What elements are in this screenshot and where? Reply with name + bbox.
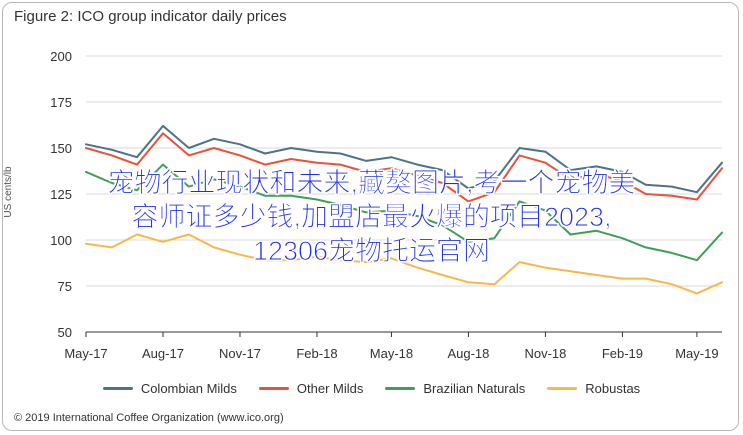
x-tick-label: Aug-18	[447, 346, 489, 361]
gridlines	[86, 55, 722, 333]
legend: Colombian Milds Other Milds Brazilian Na…	[0, 378, 743, 398]
legend-swatch-other-milds	[258, 386, 289, 390]
x-tick-label: Nov-18	[524, 346, 566, 361]
y-tick-label: 150	[50, 141, 72, 156]
legend-item-colombian-milds: Colombian Milds	[102, 380, 237, 396]
legend-item-brazilian-naturals: Brazilian Naturals	[385, 381, 525, 396]
legend-label: Colombian Milds	[140, 380, 237, 396]
x-tick-label: Aug-17	[142, 346, 184, 361]
series-line-colombian-milds	[85, 124, 723, 194]
line-chart: 50 75 100 125 150 175 200 May-17 Aug-17 Nov-17 Fe…	[50, 49, 723, 361]
legend-swatch-robustas	[547, 386, 578, 390]
legend-label: Brazilian Naturals	[423, 380, 526, 396]
overlay-line-1[interactable]: 宠物行业现状和未来,藏獒图片,考一个宠物美	[107, 168, 636, 199]
x-tick-labels: May-17 Aug-17 Nov-17 Feb-18 May-18 Aug-18 Nov-…	[64, 332, 719, 361]
overlay-line-2[interactable]: 容师证多少钱,加盟店最火爆的项目2023,	[131, 202, 612, 233]
legend-label: Other Milds	[296, 380, 364, 396]
legend-swatch-colombian-milds	[102, 386, 133, 390]
series-line-other-milds	[85, 132, 723, 203]
x-tick-label: May-19	[675, 346, 718, 361]
x-tick-label: Nov-17	[219, 346, 261, 361]
legend-swatch-brazilian-naturals	[385, 386, 416, 390]
legend-item-other-milds: Other Milds	[258, 380, 364, 396]
copyright-notice: © 2019 International Coffee Organization…	[14, 412, 284, 424]
legend-item-robustas: Robustas	[547, 381, 640, 396]
x-tick-label: May-17	[64, 346, 107, 361]
series-line-brazilian-naturals	[85, 163, 723, 262]
overlay-line-3[interactable]: 12306宠物托运官网	[252, 236, 491, 267]
y-tick-label: 75	[58, 279, 72, 294]
y-tick-label: 100	[50, 233, 72, 248]
x-tick-label: Feb-19	[602, 346, 643, 361]
series-lines	[85, 124, 723, 295]
y-tick-label: 125	[50, 187, 72, 202]
x-tick-label: May-18	[370, 346, 413, 361]
y-tick-labels: 50 75 100 125 150 175 200	[50, 49, 72, 340]
legend-label: Robustas	[585, 380, 641, 396]
y-tick-label: 175	[50, 95, 72, 110]
overlay-link-text[interactable]: 宠物行业现状和未来,藏獒图片,考一个宠物美 容师证多少钱,加盟店最火爆的项目20…	[0, 166, 743, 276]
y-tick-label: 50	[58, 325, 72, 340]
x-tick-label: Feb-18	[296, 346, 337, 361]
figure-frame	[2, 2, 739, 431]
series-line-robustas	[85, 233, 723, 295]
y-tick-label: 200	[50, 49, 72, 64]
chart-title: Figure 2: ICO group indicator daily pric…	[14, 8, 287, 25]
